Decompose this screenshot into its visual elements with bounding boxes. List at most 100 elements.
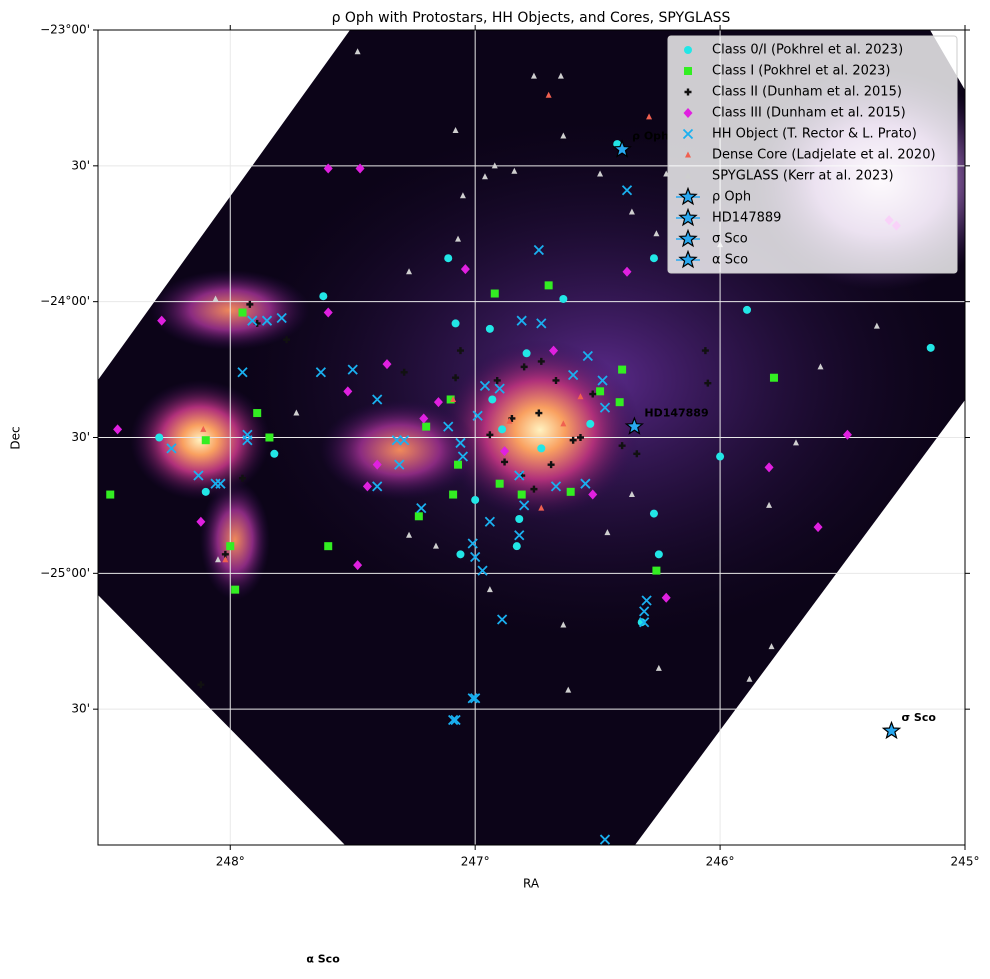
point	[372, 459, 382, 470]
point	[881, 720, 902, 740]
point	[615, 398, 624, 407]
point	[276, 312, 287, 324]
point	[315, 367, 327, 378]
point	[501, 458, 509, 466]
point	[530, 485, 538, 493]
legend-marker	[684, 46, 692, 54]
point	[450, 395, 457, 402]
legend-marker	[682, 128, 694, 140]
point	[597, 375, 608, 386]
point	[455, 235, 462, 242]
point	[444, 254, 453, 263]
point	[242, 435, 253, 446]
point	[537, 357, 545, 365]
point	[817, 363, 824, 370]
point	[535, 409, 543, 417]
y-tick-label: −23°00'	[40, 23, 90, 37]
legend-marker	[684, 67, 692, 75]
point	[537, 444, 546, 453]
point	[512, 542, 521, 551]
point	[766, 501, 773, 508]
point	[419, 413, 429, 424]
x-tick-label: 248°	[216, 855, 245, 869]
point	[764, 462, 774, 473]
legend-label: ρ Oph	[712, 190, 751, 205]
point	[460, 264, 470, 275]
point	[716, 452, 725, 461]
point	[451, 319, 460, 328]
y-tick-label: 30'	[71, 430, 90, 444]
point	[599, 402, 611, 413]
point	[515, 515, 524, 523]
point	[319, 292, 328, 301]
point	[231, 585, 240, 594]
point	[166, 443, 177, 454]
point	[560, 621, 567, 628]
point	[455, 437, 466, 449]
legend-marker	[678, 186, 698, 206]
point	[599, 834, 611, 845]
point	[517, 490, 526, 499]
point	[624, 416, 645, 435]
point	[576, 434, 584, 441]
legend-marker	[685, 172, 691, 179]
star-label: ρ Oph	[632, 130, 669, 143]
point	[661, 592, 671, 603]
point	[347, 364, 358, 375]
point	[500, 446, 510, 457]
point	[926, 343, 935, 352]
point	[414, 512, 423, 521]
legend-box	[667, 35, 958, 274]
y-tick-label: 30'	[71, 702, 90, 716]
point	[506, 417, 513, 424]
x-tick-label: 245°	[951, 855, 980, 869]
legend-label: Class II (Dunham et al. 2015)	[712, 85, 902, 100]
point	[406, 268, 413, 275]
point	[113, 424, 123, 435]
point	[577, 393, 584, 400]
point	[452, 127, 459, 134]
legend-marker	[678, 249, 698, 269]
point	[743, 305, 752, 314]
point	[746, 675, 753, 682]
point	[382, 359, 392, 370]
point	[201, 436, 210, 445]
point	[589, 390, 597, 398]
point	[622, 266, 632, 277]
point	[450, 714, 461, 726]
point	[253, 409, 262, 418]
point	[547, 461, 555, 469]
point	[238, 308, 247, 317]
point	[457, 451, 469, 462]
legend-marker	[678, 207, 698, 227]
legend-label: Dense Core (Ladjelate et al. 2020)	[712, 148, 936, 163]
point	[704, 379, 712, 387]
point	[288, 964, 304, 979]
point	[399, 435, 410, 446]
point	[514, 530, 525, 541]
point	[201, 487, 210, 496]
legend-label: Class I (Pokhrel et al. 2023)	[712, 64, 891, 79]
y-axis-label: Dec	[9, 426, 23, 449]
point	[560, 420, 567, 427]
point	[355, 163, 365, 174]
point	[449, 490, 458, 499]
point	[456, 550, 465, 559]
legend-marker	[684, 88, 692, 96]
point	[237, 367, 248, 378]
point	[400, 368, 408, 376]
point	[628, 208, 635, 215]
point	[481, 173, 488, 180]
point	[491, 162, 498, 169]
point	[324, 542, 333, 551]
point	[261, 315, 273, 326]
point	[618, 442, 626, 450]
point	[472, 410, 483, 421]
point	[612, 139, 632, 158]
point	[454, 460, 463, 469]
point	[493, 376, 501, 384]
legend-marker	[683, 108, 693, 118]
legend-label: HH Object (T. Rector & L. Prato)	[712, 127, 917, 142]
point	[588, 489, 598, 500]
point	[323, 163, 333, 174]
